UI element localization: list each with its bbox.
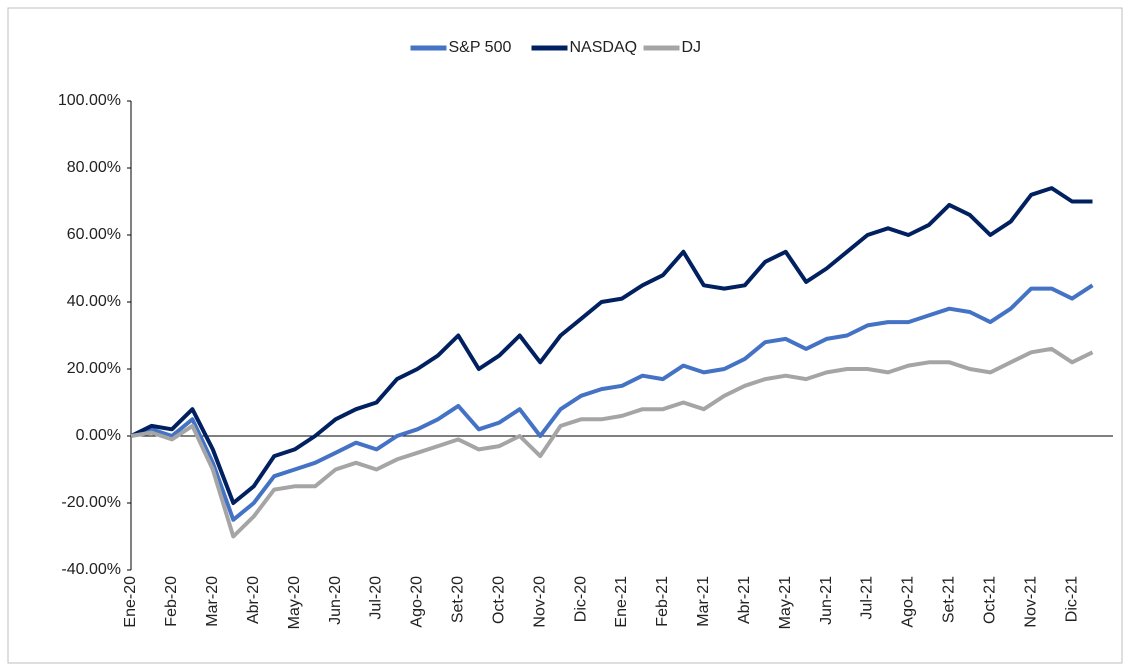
x-tick-label: Dic-20 <box>572 576 589 622</box>
series-line <box>130 186 1093 505</box>
y-tick-label: -20.00% <box>61 494 121 511</box>
x-tick-label: May-20 <box>286 576 303 629</box>
x-tick-label: Dic-21 <box>1063 576 1080 622</box>
x-tick-label: Ene-20 <box>122 576 139 628</box>
y-tick-label: -40.00% <box>61 561 121 578</box>
x-tick-label: Set-21 <box>941 576 958 623</box>
x-tick-label: Mar-20 <box>204 576 221 627</box>
x-tick-label: Abr-20 <box>245 576 262 624</box>
y-tick-label: 60.00% <box>67 226 121 243</box>
x-tick-label: Nov-20 <box>531 576 548 628</box>
chart-border <box>7 7 1123 664</box>
x-tick-label: Ene-21 <box>613 576 630 628</box>
x-tick-label: Mar-21 <box>695 576 712 627</box>
series-line <box>130 283 1094 522</box>
y-tick-label: 0.00% <box>76 427 121 444</box>
y-tick-label: 40.00% <box>67 293 121 310</box>
x-tick-label: Oct-20 <box>490 576 507 624</box>
legend-label: S&P 500 <box>449 39 512 56</box>
x-tick-label: Ago-20 <box>409 576 426 628</box>
x-tick-label: Jul-21 <box>859 576 876 620</box>
x-tick-label: Jun-20 <box>327 576 344 625</box>
x-tick-label: Abr-21 <box>736 576 753 624</box>
x-tick-label: Ago-21 <box>900 576 917 628</box>
x-tick-label: Nov-21 <box>1022 576 1039 628</box>
x-tick-label: May-21 <box>777 576 794 629</box>
y-tick-label: 20.00% <box>67 360 121 377</box>
x-tick-label: Jul-20 <box>368 576 385 620</box>
x-tick-label: Oct-21 <box>981 576 998 624</box>
x-tick-label: Set-20 <box>450 576 467 623</box>
x-tick-label: Feb-20 <box>163 576 180 627</box>
x-tick-label: Feb-21 <box>654 576 671 627</box>
legend-label: NASDAQ <box>570 39 638 56</box>
y-tick-label: 100.00% <box>58 92 121 109</box>
x-tick-label: Jun-21 <box>818 576 835 625</box>
legend-label: DJ <box>682 39 702 56</box>
y-tick-label: 80.00% <box>67 159 121 176</box>
series-line <box>130 346 1094 539</box>
